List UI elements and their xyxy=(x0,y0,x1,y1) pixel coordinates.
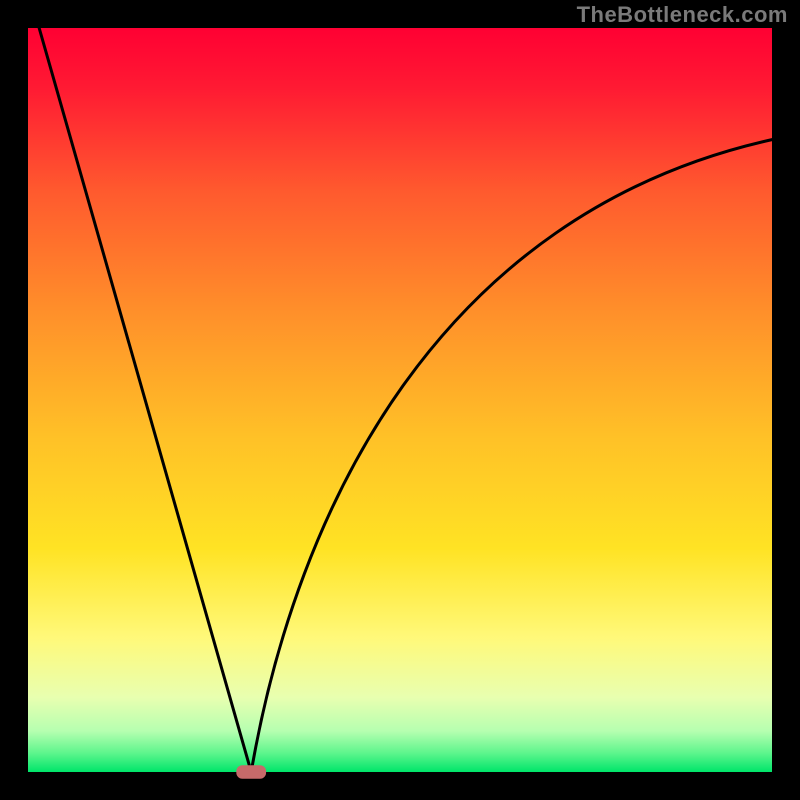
minimum-marker xyxy=(236,765,266,778)
bottleneck-curve-chart xyxy=(0,0,800,800)
watermark-text: TheBottleneck.com xyxy=(577,2,788,28)
plot-gradient-background xyxy=(28,28,772,772)
chart-container: { "watermark": { "text": "TheBottleneck.… xyxy=(0,0,800,800)
